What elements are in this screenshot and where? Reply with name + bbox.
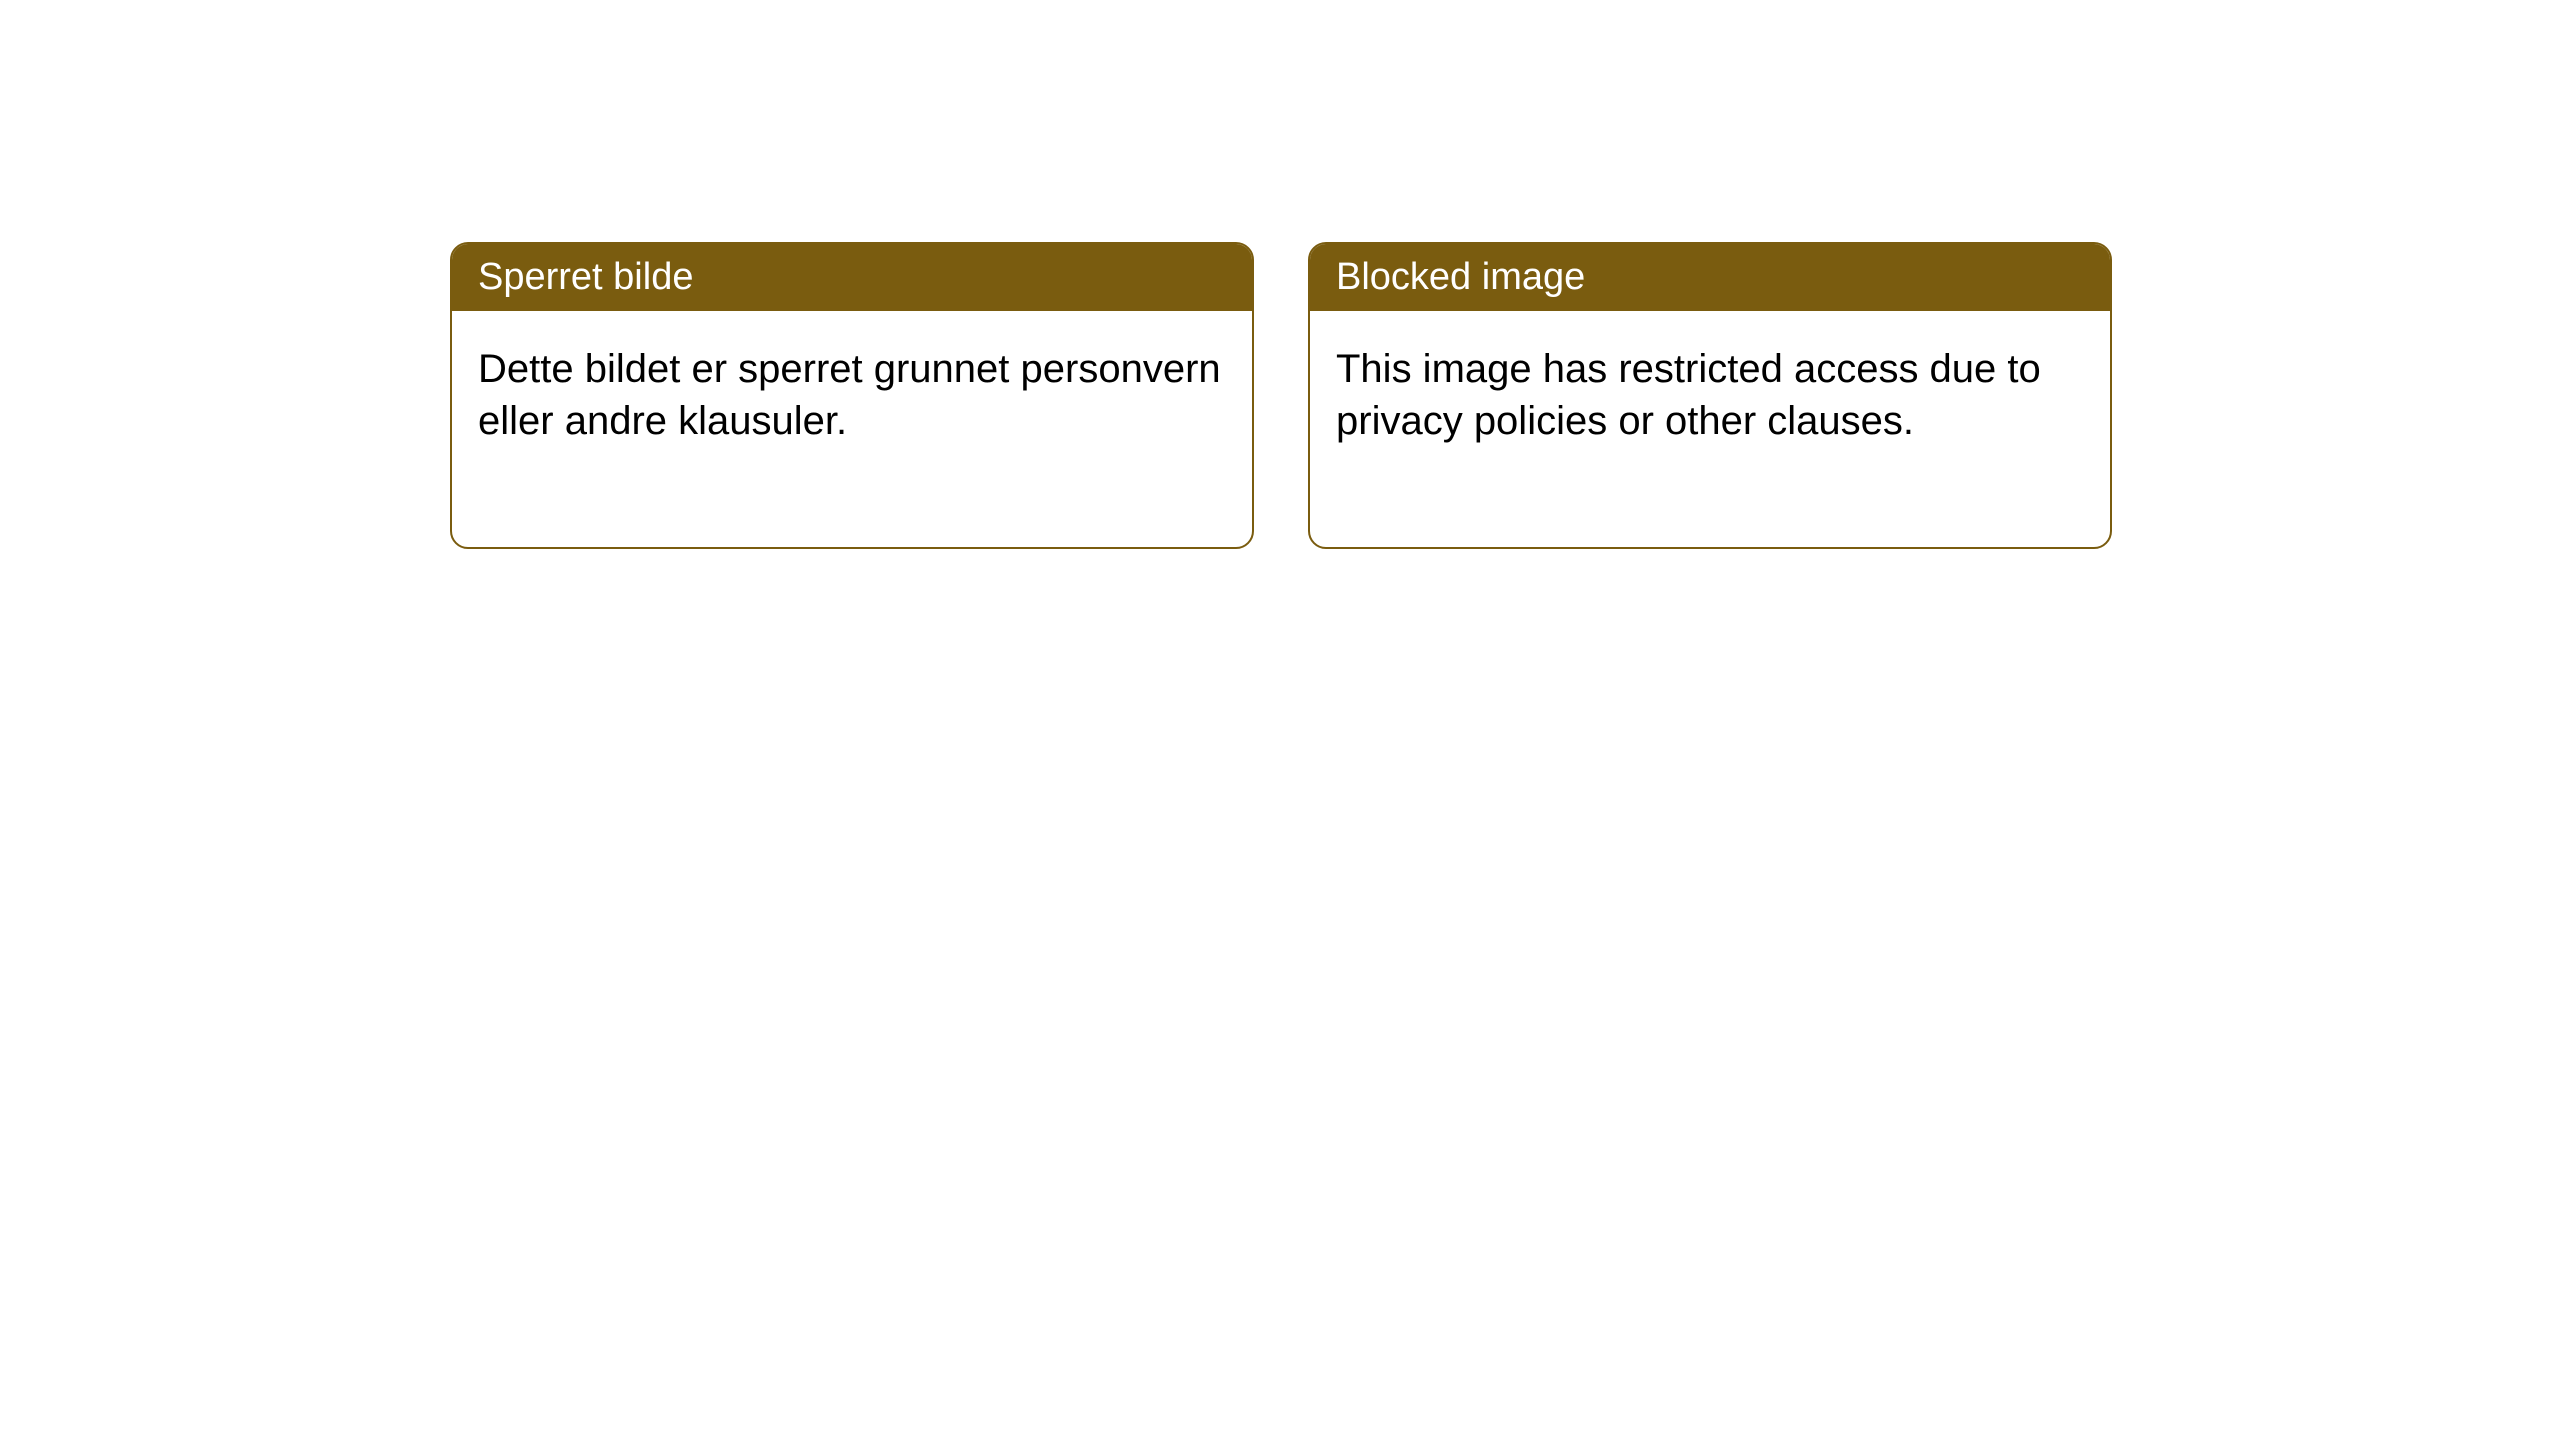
- notice-card-header: Blocked image: [1310, 244, 2110, 311]
- notice-card-norwegian: Sperret bilde Dette bildet er sperret gr…: [450, 242, 1254, 549]
- notice-message: Dette bildet er sperret grunnet personve…: [478, 347, 1221, 443]
- notice-container: Sperret bilde Dette bildet er sperret gr…: [0, 0, 2560, 549]
- notice-title: Blocked image: [1336, 256, 1585, 298]
- notice-card-header: Sperret bilde: [452, 244, 1252, 311]
- notice-card-body: Dette bildet er sperret grunnet personve…: [452, 311, 1252, 547]
- notice-title: Sperret bilde: [478, 256, 693, 298]
- notice-card-body: This image has restricted access due to …: [1310, 311, 2110, 547]
- notice-card-english: Blocked image This image has restricted …: [1308, 242, 2112, 549]
- notice-message: This image has restricted access due to …: [1336, 347, 2041, 443]
